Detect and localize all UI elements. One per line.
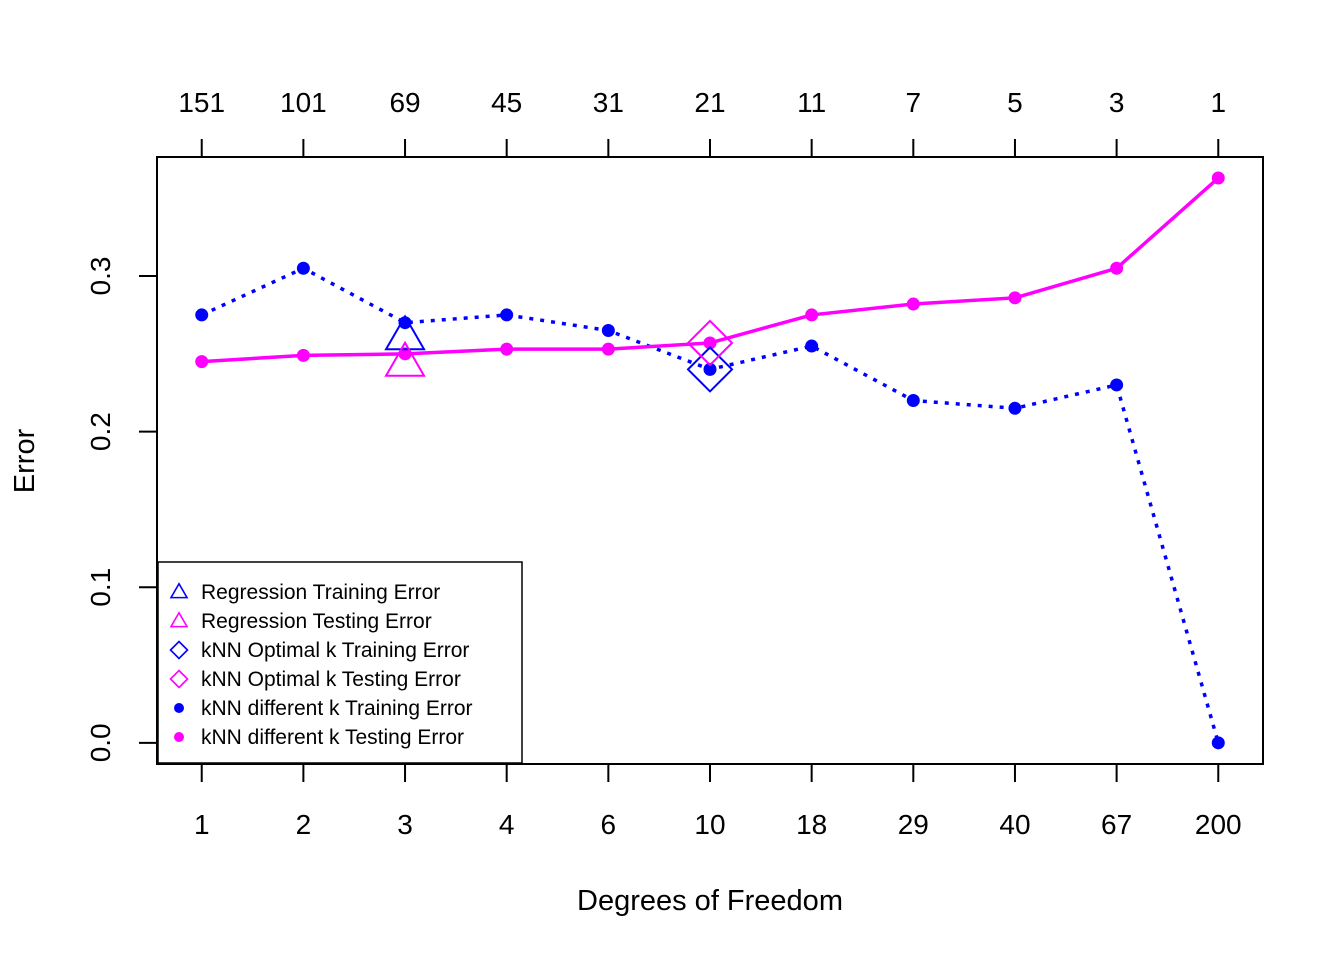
highlight-triangle (384, 340, 426, 377)
highlight-layer (384, 314, 734, 393)
y-tick-label: 0.3 (85, 257, 116, 296)
x-tick-label: 10 (694, 809, 725, 840)
series-point (703, 362, 717, 376)
legend-diamond-marker (169, 640, 189, 660)
left-axis: 0.0 0.1 0.2 0.3 (85, 257, 158, 762)
x-tick-label: 3 (397, 809, 413, 840)
series-point (1110, 261, 1124, 275)
series-point (906, 297, 920, 311)
x-tick-label: 6 (601, 809, 617, 840)
x-axis-title: Degrees of Freedom (577, 885, 843, 917)
highlight-triangle (384, 314, 426, 351)
legend-box (157, 561, 523, 764)
series-point (500, 342, 514, 356)
x-tick-label: 200 (1195, 809, 1242, 840)
series-point (805, 339, 819, 353)
series-point (703, 336, 717, 350)
top-tick-label: 7 (906, 87, 922, 118)
series-point (906, 394, 920, 408)
series-point (805, 308, 819, 322)
highlight-diamond (686, 319, 734, 367)
x-tick-label: 18 (796, 809, 827, 840)
top-tick-label: 151 (178, 87, 225, 118)
x-tick-label: 1 (194, 809, 210, 840)
top-tick-label: 21 (694, 87, 725, 118)
top-tick-label: 101 (280, 87, 327, 118)
top-tick-label: 3 (1109, 87, 1125, 118)
series-point (1008, 401, 1022, 415)
top-axis: 151 101 69 45 31 21 11 7 5 3 1 (178, 87, 1226, 158)
top-tick-label: 31 (593, 87, 624, 118)
legend-item-label: Regression Training Error (201, 581, 440, 604)
series-point (1008, 291, 1022, 305)
legend-circle-marker (174, 703, 184, 713)
series-point (601, 323, 615, 337)
legend-diamond-marker (169, 669, 189, 689)
series-point (1110, 378, 1124, 392)
legend-item-label: kNN Optimal k Testing Error (201, 668, 461, 691)
top-tick-label: 1 (1210, 87, 1226, 118)
series-layer (195, 171, 1225, 750)
legend-triangle-marker (169, 582, 189, 599)
y-tick-label: 0.0 (85, 723, 116, 762)
legend-triangle-marker (169, 611, 189, 628)
legend: Regression Training Error Regression Test… (157, 561, 523, 764)
series-point (500, 308, 514, 322)
x-tick-label: 29 (898, 809, 929, 840)
y-tick-label: 0.1 (85, 568, 116, 607)
series-point (296, 348, 310, 362)
series-point (1211, 171, 1225, 185)
top-tick-label: 11 (797, 87, 826, 118)
series-point (195, 308, 209, 322)
bottom-axis: 1 2 3 4 6 10 18 29 40 67 200 (194, 763, 1242, 840)
x-tick-label: 2 (296, 809, 312, 840)
series-point (601, 342, 615, 356)
series-line-testing (201, 176, 1220, 364)
legend-item-label: kNN different k Testing Error (201, 726, 464, 749)
plot-frame (156, 156, 1264, 765)
legend-item-label: kNN Optimal k Training Error (201, 639, 469, 662)
x-tick-label: 4 (499, 809, 515, 840)
x-tick-label: 67 (1101, 809, 1132, 840)
y-axis-title: Error (9, 428, 41, 493)
y-tick-label: 0.2 (85, 412, 116, 451)
series-point (398, 347, 412, 361)
x-tick-label: 40 (999, 809, 1030, 840)
series-point (1211, 736, 1225, 750)
legend-circle-marker (174, 732, 184, 742)
highlight-diamond (686, 345, 734, 393)
series-point (195, 355, 209, 369)
legend-item-label: kNN different k Training Error (201, 697, 473, 720)
series-point (398, 316, 412, 330)
series-point (296, 261, 310, 275)
top-tick-label: 5 (1007, 87, 1023, 118)
top-tick-label: 69 (389, 87, 420, 118)
legend-item-label: Regression Testing Error (201, 610, 432, 633)
top-tick-label: 45 (491, 87, 522, 118)
